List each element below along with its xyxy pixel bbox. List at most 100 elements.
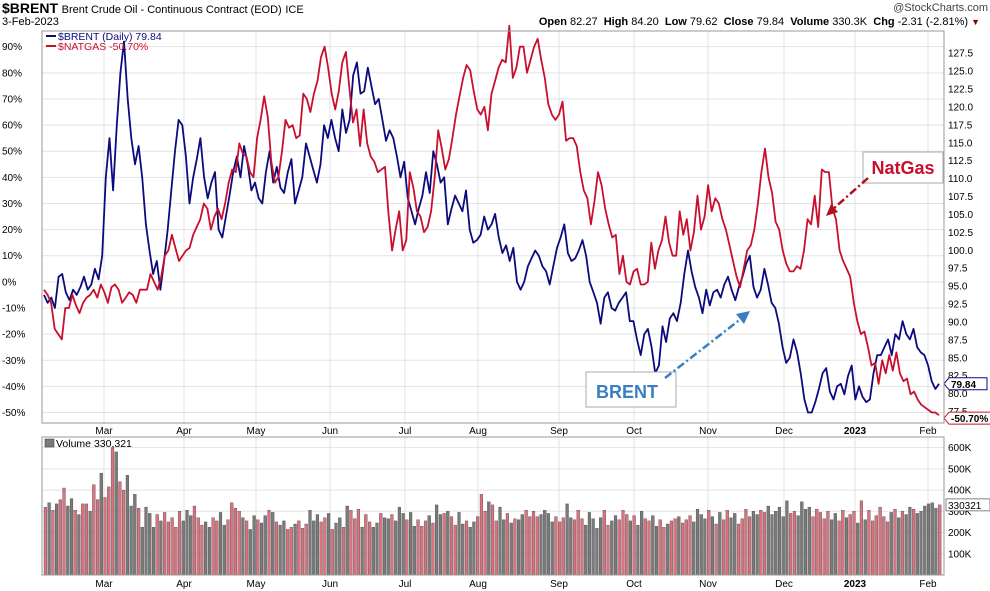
volume-bar <box>431 522 435 576</box>
volume-bar <box>148 513 152 576</box>
volume-bar <box>300 528 305 576</box>
volume-bar <box>695 509 700 576</box>
volume-bar <box>379 513 383 576</box>
volume-bar <box>166 521 170 576</box>
volume-bar <box>576 510 580 576</box>
volume-bar <box>770 514 774 576</box>
volume-bar <box>755 514 759 576</box>
volume-x-tick-label: Dec <box>775 579 793 590</box>
left-axis-tick-label: 90% <box>2 42 22 53</box>
volume-bar <box>505 513 509 576</box>
volume-bar <box>897 517 901 576</box>
natgas-annotation-label: NatGas <box>871 158 934 178</box>
right-axis-tick-label: 95.0 <box>948 282 968 293</box>
volume-bar <box>707 510 711 576</box>
volume-bar <box>796 515 800 576</box>
right-axis-tick-label: 110.0 <box>948 174 973 185</box>
volume-bar <box>174 527 178 576</box>
volume-bar <box>66 505 70 576</box>
right-axis-tick-label: 105.0 <box>948 210 973 221</box>
volume-bar <box>748 516 752 576</box>
volume-bar <box>546 513 550 576</box>
volume-bar <box>446 511 450 576</box>
right-axis-tick-label: 117.5 <box>948 120 973 131</box>
volume-bar <box>520 514 524 576</box>
volume-bar <box>591 518 595 576</box>
volume-bar <box>177 511 182 576</box>
brent-last-value-label: 79.84 <box>951 380 976 391</box>
volume-bar <box>200 524 204 576</box>
volume-panel: Mar Apr May Jun Jul Aug Sep Oct Nov Dec 2023 Feb 600… <box>41 436 990 590</box>
volume-bar <box>144 506 148 576</box>
high-label: High <box>603 16 629 28</box>
natgas-series-line <box>43 24 940 416</box>
volume-bar <box>558 521 562 576</box>
volume-bar <box>762 512 767 576</box>
volume-bar <box>494 520 498 576</box>
right-axis-tick-label: 90.0 <box>948 317 968 328</box>
volume-x-tick-label: Oct <box>626 579 642 590</box>
volume-bar <box>386 518 390 576</box>
volume-bar <box>733 513 737 576</box>
volume-bar <box>651 515 655 576</box>
natgas-annotation-arrow-line <box>831 177 869 211</box>
price-x-tick-label: Apr <box>176 426 192 437</box>
volume-bar <box>595 528 599 576</box>
right-axis-tick-label: 92.5 <box>948 300 968 311</box>
volume-bar <box>338 517 342 576</box>
volume-bar <box>830 519 834 576</box>
right-axis-tick-label: 112.5 <box>948 156 973 167</box>
volume-bar <box>479 494 483 576</box>
right-axis-tick-label: 127.5 <box>948 49 973 60</box>
volume-bar <box>844 517 849 576</box>
low-value: 79.62 <box>689 16 718 28</box>
volume-bar <box>774 511 778 576</box>
volume-bar <box>349 510 353 576</box>
volume-bar <box>297 520 301 576</box>
right-axis-tick-label: 85.0 <box>948 353 968 364</box>
volume-bar <box>69 498 74 576</box>
volume-bar <box>613 515 618 576</box>
brent-legend-label: $BRENT (Daily) 79.84 <box>58 31 162 43</box>
volume-bar <box>550 521 554 576</box>
volume-bar <box>703 518 707 576</box>
volume-bar <box>189 515 193 576</box>
volume-bar <box>587 512 591 576</box>
volume-bar <box>673 518 677 576</box>
volume-bar <box>915 513 919 576</box>
volume-bar <box>502 519 506 576</box>
right-axis-tick-label: 102.5 <box>948 228 973 239</box>
volume-bar <box>919 511 923 576</box>
volume-bar <box>129 505 133 576</box>
price-panel: 90% 80% 70% 60% 50% 40% 30% 20% 10% 0% -10% -20% -30… <box>2 24 990 437</box>
volume-bar <box>535 516 539 576</box>
volume-bar <box>789 513 793 576</box>
right-axis-tick-label: 80.0 <box>948 389 968 400</box>
volume-bar <box>736 523 741 576</box>
volume-bar <box>647 520 651 576</box>
volume-bar <box>267 510 271 576</box>
volume-axis-tick-label: 400K <box>948 486 972 497</box>
volume-bar <box>781 516 785 576</box>
volume-bar <box>662 527 666 576</box>
volume-bar <box>815 509 819 576</box>
volume-bar <box>811 516 815 576</box>
volume-x-tick-label: Feb <box>919 579 937 590</box>
volume-bar <box>882 516 886 576</box>
volume-bar <box>215 520 219 576</box>
right-axis-tick-label: 115.0 <box>948 138 973 149</box>
volume-bar <box>248 529 252 576</box>
close-label: Close <box>723 16 754 28</box>
change-label: Chg <box>873 16 895 28</box>
volume-bar <box>181 520 185 576</box>
volume-bar <box>904 514 908 576</box>
volume-bar <box>476 516 480 576</box>
price-x-tick-label: Dec <box>775 426 793 437</box>
volume-bar <box>889 512 893 576</box>
volume-bar <box>356 509 360 576</box>
price-x-tick-label: Sep <box>550 426 568 437</box>
volume-bar <box>360 527 364 576</box>
volume-x-tick-label: Jun <box>322 579 338 590</box>
volume-bar <box>509 522 513 576</box>
